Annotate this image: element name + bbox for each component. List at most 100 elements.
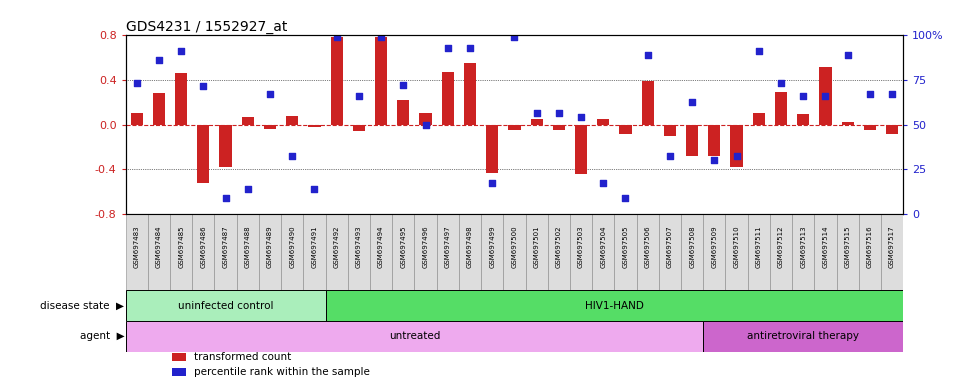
Text: GSM697514: GSM697514: [822, 226, 829, 268]
Bar: [264, 124, 276, 129]
Text: GSM697494: GSM697494: [378, 226, 384, 268]
Bar: [681, 214, 703, 290]
Point: [773, 80, 788, 86]
Point: [885, 91, 900, 97]
Bar: [326, 214, 348, 290]
Bar: [414, 214, 437, 290]
Bar: [770, 214, 792, 290]
Text: GSM697487: GSM697487: [222, 226, 229, 268]
Point: [195, 83, 211, 89]
Point: [817, 93, 833, 99]
Text: uninfected control: uninfected control: [178, 301, 273, 311]
Bar: [664, 124, 676, 136]
Text: disease state  ▶: disease state ▶: [41, 301, 125, 311]
Bar: [175, 73, 187, 124]
Bar: [575, 124, 587, 174]
Bar: [508, 124, 521, 130]
Point: [240, 185, 255, 192]
Text: GSM697499: GSM697499: [489, 226, 496, 268]
Text: GSM697511: GSM697511: [755, 226, 762, 268]
Text: GSM697492: GSM697492: [333, 226, 340, 268]
Bar: [592, 214, 614, 290]
Bar: [392, 214, 414, 290]
Bar: [126, 321, 703, 352]
Text: GSM697497: GSM697497: [444, 226, 451, 268]
Bar: [548, 214, 570, 290]
Bar: [237, 214, 259, 290]
Bar: [459, 214, 481, 290]
Text: GSM697500: GSM697500: [511, 226, 518, 268]
Bar: [348, 214, 370, 290]
Text: untreated: untreated: [388, 331, 440, 341]
Text: GSM697509: GSM697509: [711, 226, 718, 268]
Text: GSM697493: GSM697493: [355, 226, 362, 268]
Text: GSM697506: GSM697506: [644, 226, 651, 268]
Bar: [814, 214, 837, 290]
Bar: [126, 290, 326, 321]
Point: [506, 34, 522, 40]
Bar: [375, 37, 387, 124]
Bar: [419, 113, 432, 124]
Bar: [197, 124, 210, 183]
Text: GDS4231 / 1552927_at: GDS4231 / 1552927_at: [126, 20, 287, 33]
Text: transformed count: transformed count: [194, 353, 292, 362]
Bar: [614, 214, 637, 290]
Bar: [864, 124, 876, 130]
Bar: [148, 214, 170, 290]
Bar: [464, 63, 476, 124]
Point: [485, 180, 500, 186]
Point: [728, 153, 744, 159]
Text: GSM697490: GSM697490: [289, 226, 296, 268]
Bar: [130, 113, 143, 124]
Bar: [841, 122, 854, 124]
Text: GSM697484: GSM697484: [156, 226, 162, 268]
Bar: [792, 214, 814, 290]
Point: [862, 91, 877, 97]
Bar: [286, 116, 298, 124]
Bar: [303, 214, 326, 290]
Bar: [503, 214, 526, 290]
Bar: [308, 124, 321, 127]
Point: [328, 34, 344, 40]
Bar: [775, 92, 787, 124]
Text: GSM697498: GSM697498: [467, 226, 473, 268]
Text: GSM697501: GSM697501: [533, 226, 540, 268]
Point: [551, 110, 566, 116]
Text: GSM697515: GSM697515: [844, 226, 851, 268]
Point: [262, 91, 278, 97]
Bar: [170, 214, 192, 290]
Point: [462, 45, 477, 51]
Bar: [837, 214, 859, 290]
Bar: [172, 353, 186, 361]
Text: GSM697502: GSM697502: [555, 226, 562, 268]
Bar: [353, 124, 365, 131]
Point: [529, 110, 545, 116]
Point: [707, 157, 723, 164]
Text: GSM697510: GSM697510: [733, 226, 740, 268]
Bar: [441, 72, 454, 124]
Point: [217, 195, 234, 201]
Bar: [686, 124, 698, 156]
Text: GSM697496: GSM697496: [422, 226, 429, 268]
Point: [663, 153, 678, 159]
Bar: [242, 117, 254, 124]
Bar: [659, 214, 681, 290]
Text: GSM697508: GSM697508: [689, 226, 696, 268]
Bar: [214, 214, 237, 290]
Text: percentile rank within the sample: percentile rank within the sample: [194, 367, 370, 377]
Bar: [748, 214, 770, 290]
Point: [574, 114, 589, 120]
Bar: [730, 124, 743, 167]
Text: GSM697505: GSM697505: [622, 226, 629, 268]
Bar: [530, 119, 543, 124]
Bar: [859, 214, 881, 290]
Text: GSM697486: GSM697486: [200, 226, 207, 268]
Bar: [819, 67, 832, 124]
Point: [285, 153, 300, 159]
Bar: [570, 214, 592, 290]
Point: [307, 185, 323, 192]
Text: agent  ▶: agent ▶: [80, 331, 125, 341]
Bar: [886, 124, 898, 134]
Bar: [281, 214, 303, 290]
Bar: [330, 37, 343, 124]
